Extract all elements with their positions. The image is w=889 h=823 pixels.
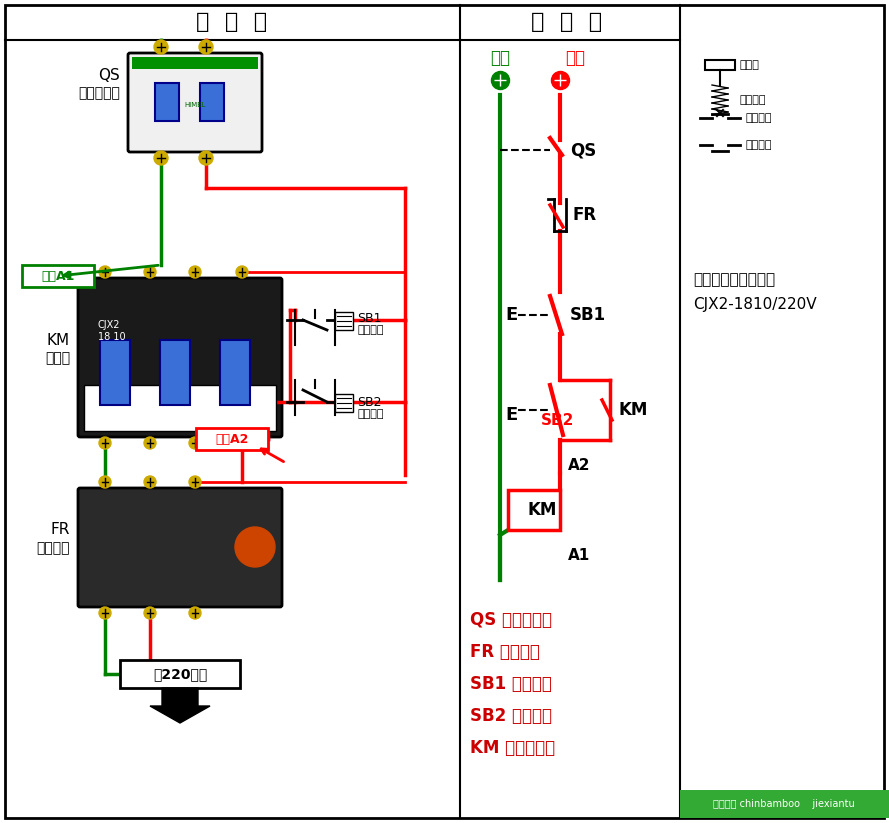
Text: QS 空气断路器: QS 空气断路器 (470, 611, 552, 629)
Text: SB2: SB2 (357, 396, 381, 408)
Text: FR: FR (51, 523, 70, 537)
Bar (160, 340, 190, 405)
Polygon shape (150, 688, 210, 723)
Text: KM: KM (47, 332, 70, 347)
Circle shape (144, 266, 156, 278)
Text: A1: A1 (568, 547, 590, 562)
Text: 线圈A2: 线圈A2 (215, 433, 249, 445)
Circle shape (144, 437, 156, 449)
Text: 接触器: 接触器 (44, 351, 70, 365)
Circle shape (236, 437, 248, 449)
Circle shape (99, 266, 111, 278)
Text: E: E (505, 306, 517, 324)
Text: SB1 停止按钮: SB1 停止按钮 (470, 675, 552, 693)
Text: 按钮帽: 按钮帽 (740, 60, 760, 70)
Circle shape (236, 266, 248, 278)
Circle shape (189, 476, 201, 488)
Bar (196, 428, 268, 450)
Text: SB1: SB1 (357, 311, 381, 324)
Bar (132, 57, 258, 69)
Circle shape (189, 266, 201, 278)
Text: FR 热继电器: FR 热继电器 (470, 643, 540, 661)
Circle shape (99, 437, 111, 449)
Text: 实  物  图: 实 物 图 (196, 12, 268, 32)
Text: CJX2-1810/220V: CJX2-1810/220V (693, 297, 817, 313)
Text: HIMEL: HIMEL (184, 102, 205, 108)
Bar (200, 83, 224, 121)
Circle shape (144, 476, 156, 488)
Bar (220, 340, 250, 405)
Bar (84, 385, 276, 431)
Bar (335, 312, 353, 330)
Text: 停止按钮: 停止按钮 (357, 325, 383, 335)
Circle shape (99, 607, 111, 619)
Text: KM 交流接触器: KM 交流接触器 (470, 739, 555, 757)
Text: QS: QS (99, 67, 120, 82)
Text: SB2 启动按钮: SB2 启动按钮 (470, 707, 552, 725)
Text: A2: A2 (568, 458, 590, 472)
Text: E: E (505, 406, 517, 424)
Text: KM: KM (527, 501, 557, 519)
Text: 空气断路器: 空气断路器 (78, 86, 120, 100)
Bar (335, 394, 353, 412)
Circle shape (199, 40, 213, 54)
Circle shape (144, 607, 156, 619)
Circle shape (154, 40, 168, 54)
FancyBboxPatch shape (78, 278, 282, 437)
FancyBboxPatch shape (78, 488, 282, 607)
Text: QS: QS (570, 141, 597, 159)
Circle shape (189, 607, 201, 619)
Bar (155, 83, 179, 121)
Bar (680, 790, 889, 818)
Text: 原  理  图: 原 理 图 (532, 12, 603, 32)
Text: 复位弹簧: 复位弹簧 (740, 95, 766, 105)
Text: 启动按钮: 启动按钮 (357, 409, 383, 419)
Bar (100, 340, 130, 405)
Text: 常闭触头: 常闭触头 (745, 113, 772, 123)
Bar (705, 60, 735, 70)
Circle shape (235, 527, 275, 567)
Text: SB1: SB1 (570, 306, 606, 324)
Bar (22, 265, 94, 287)
Circle shape (99, 476, 111, 488)
Text: FR: FR (572, 206, 597, 224)
Text: 接220电机: 接220电机 (153, 667, 207, 681)
FancyBboxPatch shape (128, 53, 262, 152)
Bar (120, 660, 240, 688)
Text: SB2: SB2 (541, 412, 574, 427)
Text: CJX2
18 10: CJX2 18 10 (98, 320, 125, 342)
Text: KM: KM (618, 401, 647, 419)
Circle shape (189, 437, 201, 449)
Text: 火线: 火线 (565, 49, 585, 67)
Text: 零线: 零线 (490, 49, 510, 67)
Bar (508, 490, 560, 530)
Circle shape (199, 151, 213, 165)
Text: 百度知道 chinbamboo    jiexiantu: 百度知道 chinbamboo jiexiantu (713, 799, 855, 809)
Circle shape (154, 151, 168, 165)
Text: 线圈A1: 线圈A1 (41, 269, 75, 282)
Text: 热继电器: 热继电器 (36, 541, 70, 555)
Text: 常开触头: 常开触头 (745, 140, 772, 150)
Text: 注：交流接触器选用: 注：交流接触器选用 (693, 272, 775, 287)
